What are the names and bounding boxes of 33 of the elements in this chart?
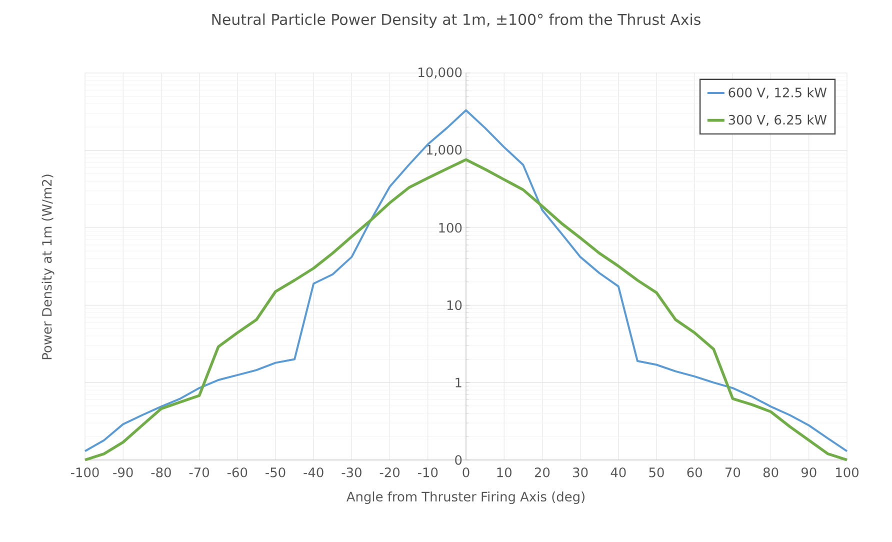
x-tick-label: -80: [151, 468, 171, 478]
x-tick-label: 0: [462, 468, 470, 478]
x-tick-label: 100: [836, 468, 858, 478]
legend-label: 600 V, 12.5 kW: [728, 87, 827, 99]
x-tick-label: -90: [113, 468, 133, 478]
x-tick-label: -10: [418, 468, 438, 478]
legend-label: 300 V, 6.25 kW: [728, 114, 827, 126]
x-tick-label: -50: [266, 468, 286, 478]
x-tick-label: -100: [70, 468, 99, 478]
x-tick-label: 80: [763, 468, 778, 478]
x-tick-label: 50: [649, 468, 664, 478]
x-tick-label: -60: [227, 468, 248, 478]
line-series: [84, 109, 848, 452]
x-tick-label: 60: [687, 468, 702, 478]
x-tick-label: -30: [342, 468, 362, 478]
x-tick-label: 10: [497, 468, 512, 478]
y-tick-label: 1,000: [426, 144, 462, 156]
x-tick-label: 30: [573, 468, 588, 478]
chart-title: Neutral Particle Power Density at 1m, ±100° from the Thrust Axis: [212, 14, 700, 28]
x-tick-label: 70: [726, 468, 740, 478]
y-axis-title: Power Density at 1m (W/m2): [42, 174, 54, 360]
x-tick-label: 40: [610, 468, 626, 478]
x-axis-title: Angle from Thruster Firing Axis (deg): [346, 492, 584, 504]
x-tick-label: 90: [801, 468, 816, 478]
y-tick-label: 100: [439, 222, 462, 233]
x-tick-label: 20: [534, 468, 550, 478]
y-tick-label: 0: [455, 455, 462, 465]
y-tick-label: 1: [456, 378, 462, 388]
y-tick-label: 10: [447, 300, 462, 310]
x-tick-label: -20: [380, 468, 400, 478]
x-tick-label: -70: [189, 468, 210, 478]
x-tick-label: -40: [304, 468, 324, 478]
y-tick-label: 10,000: [418, 67, 462, 79]
